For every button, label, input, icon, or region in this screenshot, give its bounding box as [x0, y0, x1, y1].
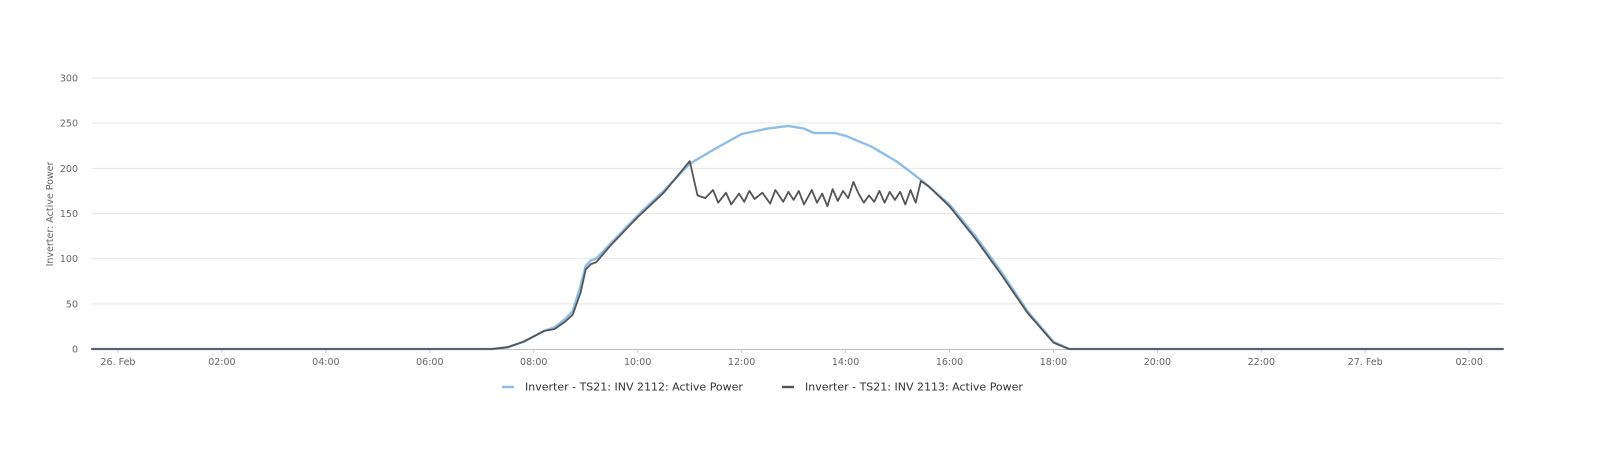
y-axis-ticks: 0 50 100 150 200 250 300 [60, 74, 78, 356]
y-tick-label: 200 [60, 164, 78, 175]
y-tick-label: 150 [60, 209, 78, 220]
x-tick-label: 18:00 [1040, 357, 1067, 368]
series-line-2 [91, 160, 1504, 350]
x-tick-label: 14:00 [832, 357, 859, 368]
legend[interactable]: Inverter - TS21: INV 2112: Active Power I… [502, 381, 1023, 394]
y-tick-label: 100 [60, 254, 78, 265]
y-tick-label: 300 [60, 74, 78, 85]
legend-item-1[interactable]: Inverter - TS21: INV 2112: Active Power [502, 381, 743, 394]
series-lines [90, 124, 1505, 351]
y-axis-title: Inverter: Active Power [45, 161, 56, 266]
x-tick-label: 20:00 [1144, 357, 1171, 368]
y-tick-label: 250 [60, 119, 78, 130]
x-tick-label: 02:00 [1456, 357, 1483, 368]
x-tick-label: 10:00 [624, 357, 651, 368]
x-tick-label: 02:00 [208, 357, 235, 368]
legend-label: Inverter - TS21: INV 2113: Active Power [805, 381, 1023, 394]
legend-item-2[interactable]: Inverter - TS21: INV 2113: Active Power [782, 381, 1023, 394]
x-tick-label: 08:00 [520, 357, 547, 368]
x-tick-label: 26. Feb [101, 357, 136, 368]
x-tick-label: 12:00 [728, 357, 755, 368]
x-tick-label: 04:00 [312, 357, 339, 368]
x-tick-label: 06:00 [416, 357, 443, 368]
legend-label: Inverter - TS21: INV 2112: Active Power [525, 381, 743, 394]
x-tick-label: 22:00 [1248, 357, 1275, 368]
y-tick-label: 50 [66, 299, 78, 310]
x-tick-label: 27. Feb [1348, 357, 1383, 368]
series-line-1 [90, 124, 1505, 351]
x-axis-ticks: 26. Feb 02:00 04:00 06:00 08:00 10:00 12:00 14:… [101, 349, 1483, 368]
gridlines [92, 77, 1503, 350]
y-tick-label: 0 [72, 345, 78, 356]
x-tick-label: 16:00 [936, 357, 963, 368]
